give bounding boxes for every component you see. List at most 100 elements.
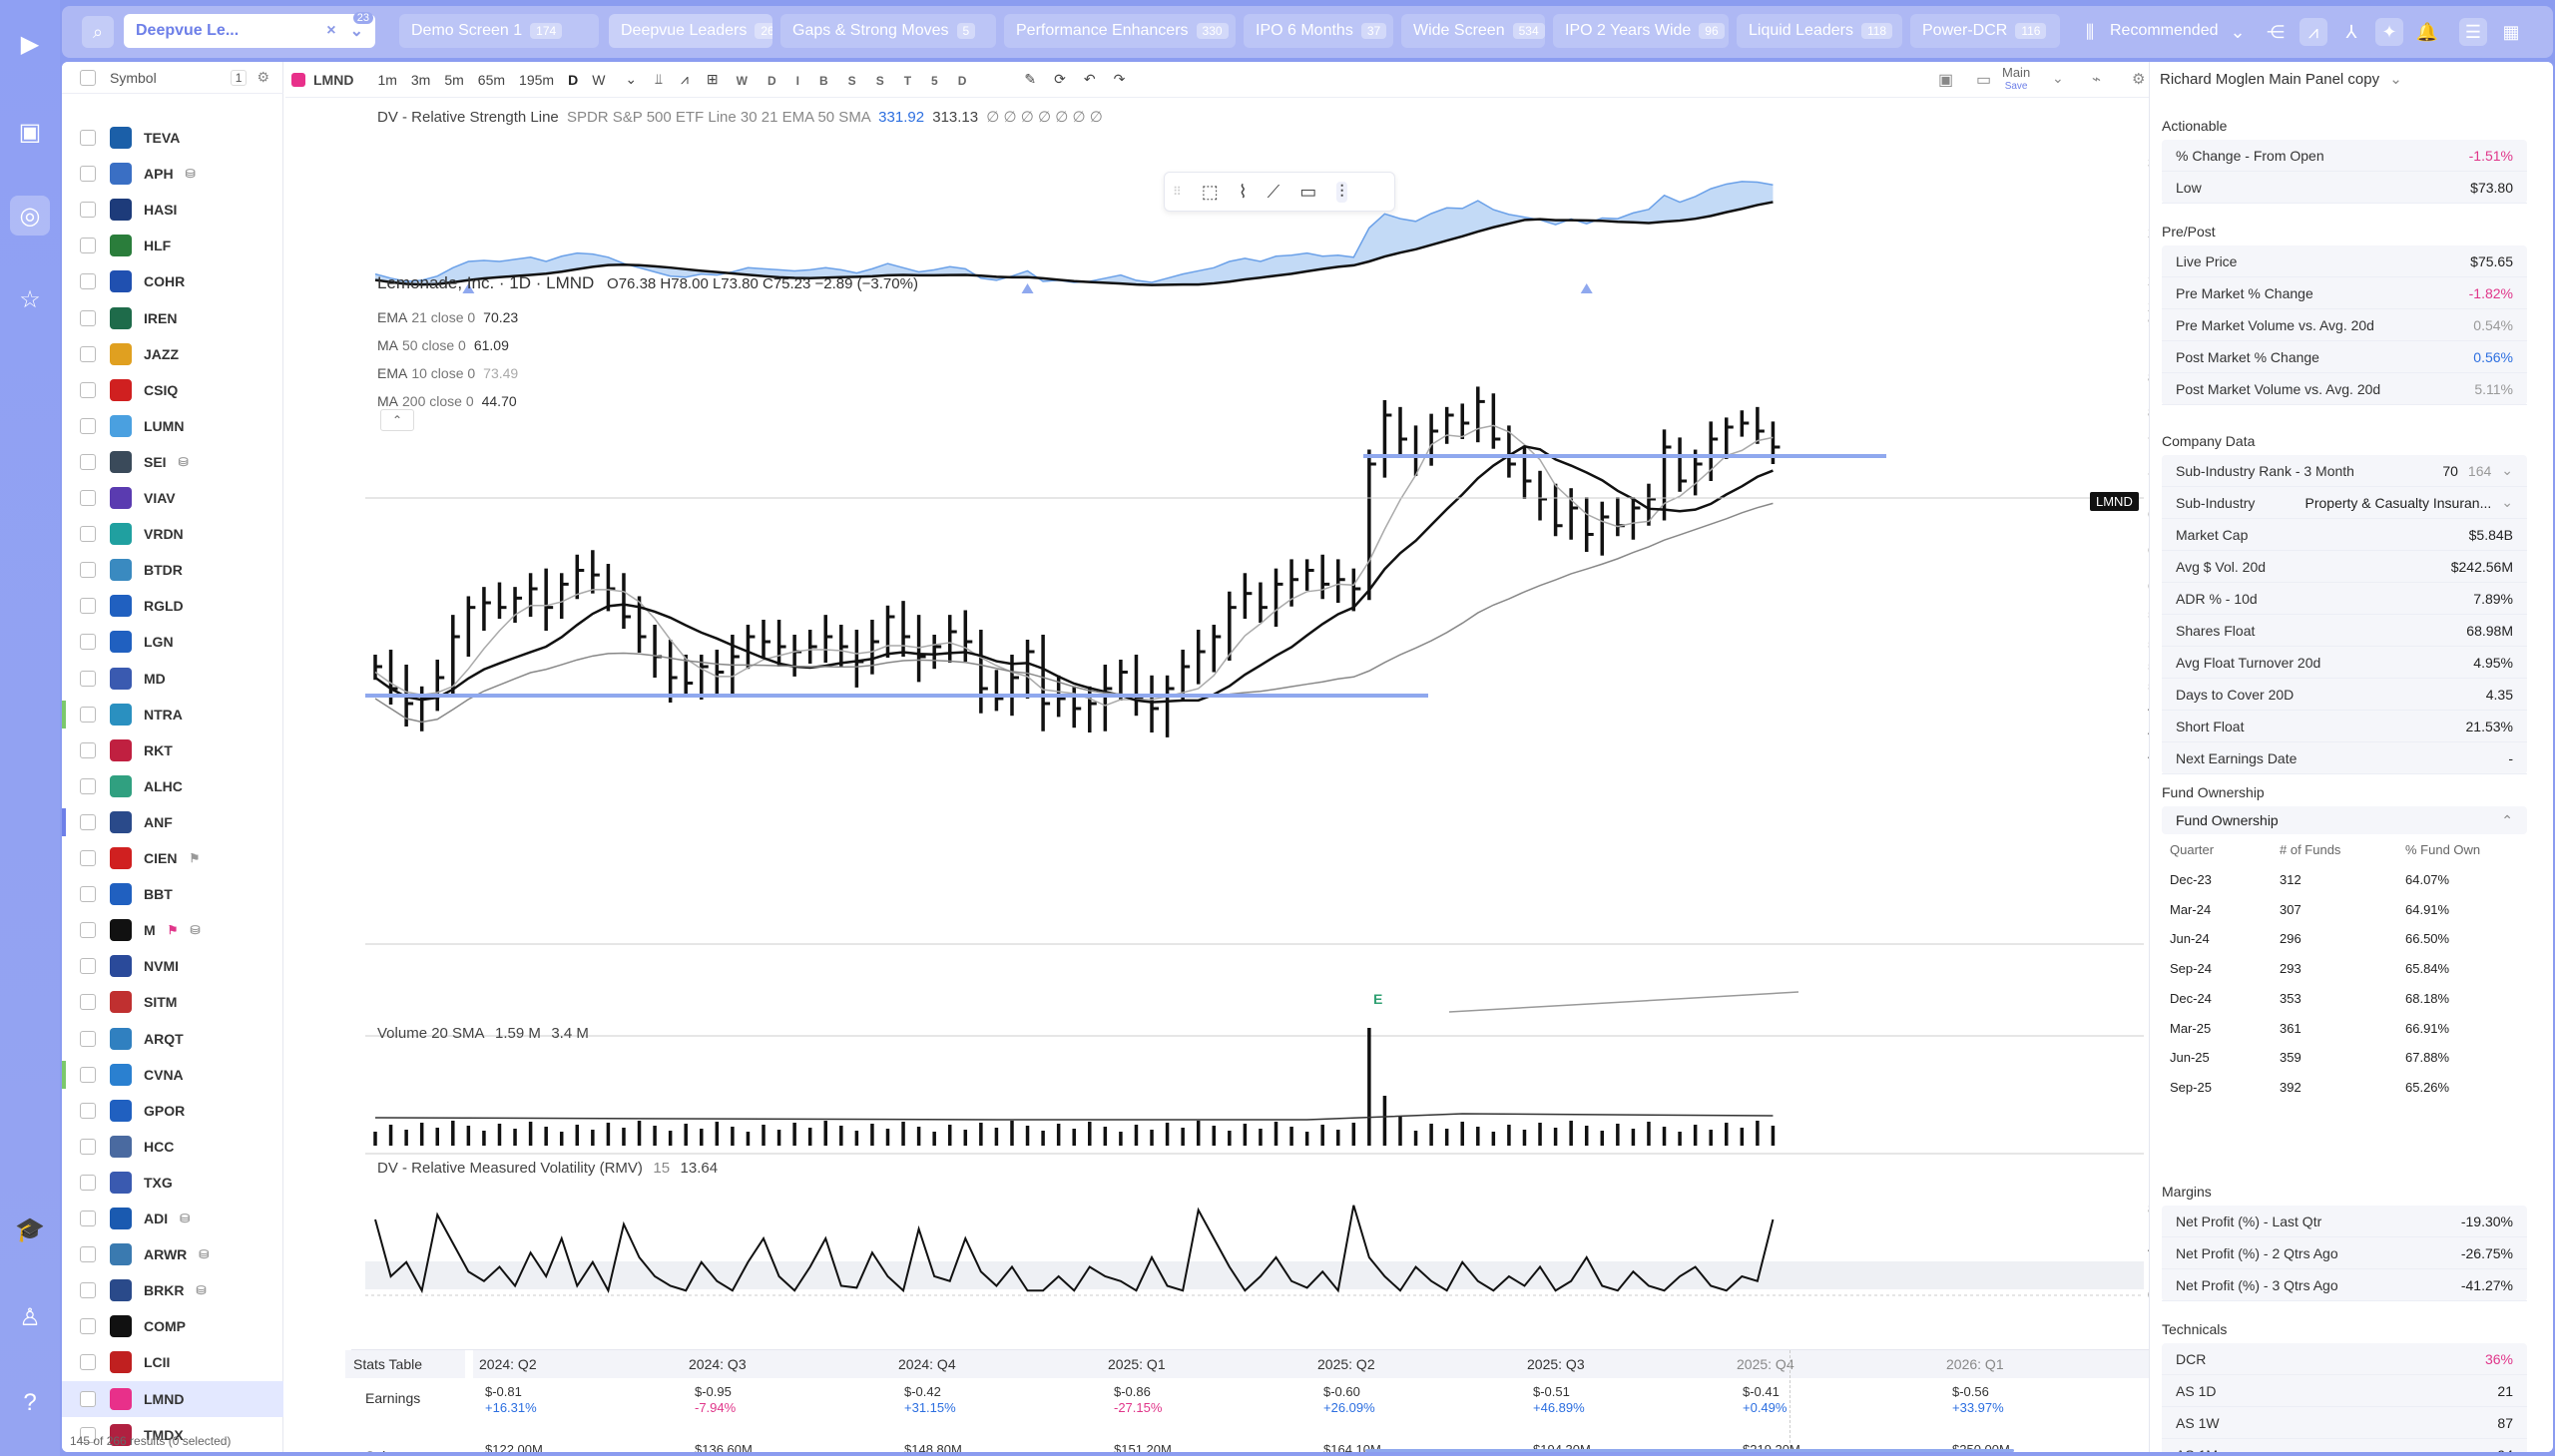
folder-icon[interactable]: ▭ [1976,72,1992,89]
watchlist-row[interactable]: TMDX [62,1417,283,1452]
row-checkbox[interactable] [80,1390,96,1407]
watchlist-row[interactable]: M ⚑ ⛁ [62,912,283,948]
panel-row[interactable]: Post Market % Change 0.56% [2162,341,2527,373]
row-checkbox[interactable] [80,490,96,506]
watchlist-row[interactable]: APH ⛁ [62,156,283,192]
panel-row[interactable]: Pre Market Volume vs. Avg. 20d 0.54% [2162,309,2527,341]
education-icon[interactable]: 🎓 [15,1215,45,1243]
row-checkbox[interactable] [80,741,96,758]
watchlist-row[interactable]: RGLD [62,588,283,624]
compare-icon[interactable]: ⅄ [2345,21,2357,42]
chevron-down-icon[interactable]: ⌄ [2501,494,2513,510]
watchlist-row[interactable]: CSIQ [62,372,283,408]
row-checkbox[interactable] [80,1138,96,1155]
watchlist-row[interactable]: IREN [62,300,283,336]
row-checkbox[interactable] [80,238,96,254]
timeframe-button[interactable]: 5m [444,71,464,88]
screen-tab[interactable]: Performance Enhancers 330 [1004,14,1236,48]
watchlist-row[interactable]: CVNA [62,1057,283,1093]
row-checkbox[interactable] [80,994,96,1011]
row-checkbox[interactable] [80,1354,96,1371]
indicator-icon[interactable]: ⫫ [655,71,664,87]
row-checkbox[interactable] [80,381,96,398]
panel-section-title[interactable]: Fund Ownership [2162,784,2265,800]
screen-tab[interactable]: Deepvue Leaders 266 [609,14,772,48]
chevron-down-icon[interactable]: ⌄ [2230,21,2246,42]
watchlist-row[interactable]: GPOR [62,1093,283,1129]
toolbar-letter-button[interactable]: D [957,73,967,88]
list-view-icon[interactable]: ☰ [2459,18,2487,46]
watchlist-row[interactable]: LGN [62,624,283,660]
user-icon[interactable]: ♙ [19,1303,41,1331]
row-checkbox[interactable] [80,1066,96,1083]
pencil-icon[interactable]: ✎ [1024,71,1037,87]
grid-view-icon[interactable]: ▦ [2502,21,2520,42]
row-checkbox[interactable] [80,562,96,579]
watchlist-row[interactable]: BTDR [62,552,283,588]
panel-section-title[interactable]: Margins [2162,1184,2212,1200]
drag-handle-icon[interactable]: ⠿ [1173,185,1182,199]
watchlist-row[interactable]: ARWR ⛁ [62,1236,283,1272]
watchlist-row[interactable]: VIAV [62,480,283,516]
watchlist-row[interactable]: HASI [62,192,283,228]
panel-row[interactable]: Next Earnings Date - [2162,742,2527,774]
study-legend-item[interactable]: EMA 21 close 0 70.23 [377,303,518,331]
watchlist-row[interactable]: RKT [62,732,283,768]
watchlist-row[interactable]: NTRA [62,697,283,732]
row-checkbox[interactable] [80,130,96,146]
comment-tool-icon[interactable]: ▭ [1299,181,1317,202]
watchlist-row[interactable]: TEVA [62,120,283,156]
chevron-up-icon[interactable]: ⌃ [2501,811,2513,828]
watchlist-row[interactable]: MD [62,661,283,697]
row-checkbox[interactable] [80,1426,96,1443]
collapse-studies-button[interactable]: ⌃ [380,409,414,431]
chevron-down-icon[interactable]: ⌄ [2501,462,2513,478]
help-icon[interactable]: ? [23,1389,37,1416]
watchlist-row[interactable]: BBT [62,876,283,912]
row-checkbox[interactable] [80,777,96,794]
panel-row[interactable]: Post Market Volume vs. Avg. 20d 5.11% [2162,373,2527,405]
alert-icon[interactable]: ⌁ [2092,71,2102,88]
chevron-down-icon[interactable]: ⌄ [625,71,638,87]
clear-icon[interactable]: × [326,22,336,39]
row-checkbox[interactable] [80,309,96,326]
row-checkbox[interactable] [80,958,96,975]
dashboard-icon[interactable]: ▣ [18,118,42,146]
panel-row[interactable]: Net Profit (%) - Last Qtr -19.30% [2162,1206,2527,1237]
toolbar-letter-button[interactable]: W [736,73,748,88]
screen-tab[interactable]: IPO 2 Years Wide 96 [1553,14,1729,48]
watchlist-row[interactable]: VRDN [62,516,283,552]
row-checkbox[interactable] [80,886,96,903]
chevron-down-icon[interactable]: ⌄ [2389,71,2402,88]
panel-row[interactable]: % Change - From Open -1.51% [2162,140,2527,172]
row-checkbox[interactable] [80,1030,96,1047]
screen-tab[interactable]: Wide Screen 534 [1401,14,1545,48]
row-checkbox[interactable] [80,634,96,651]
watchlist-row[interactable]: HLF [62,228,283,263]
toolbar-letter-button[interactable]: 5 [931,73,938,88]
measure-tool-icon[interactable]: ⫶ [1336,181,1347,203]
panel-row[interactable]: Short Float 21.53% [2162,711,2527,742]
templates-icon[interactable]: ⊞ [706,71,719,87]
panel-row[interactable]: Avg $ Vol. 20d $242.56M [2162,551,2527,583]
logo-play-icon[interactable]: ▶ [20,30,40,58]
watchlist-row[interactable]: SITM [62,984,283,1020]
star-icon[interactable]: ☆ [19,285,41,313]
timeframe-button[interactable]: D [568,71,579,88]
timeframe-button[interactable]: 195m [519,71,555,88]
row-checkbox[interactable] [80,850,96,866]
timeframe-button[interactable]: 3m [410,71,431,88]
panel-section-title[interactable]: Pre/Post [2162,224,2216,240]
watchlist-row[interactable]: SEI ⛁ [62,444,283,480]
row-checkbox[interactable] [80,598,96,615]
panel-row[interactable]: Net Profit (%) - 2 Qtrs Ago -26.75% [2162,1237,2527,1269]
row-checkbox[interactable] [80,453,96,470]
toolbar-letter-button[interactable]: S [875,73,884,88]
row-checkbox[interactable] [80,202,96,219]
row-checkbox[interactable] [80,1174,96,1191]
panel-row[interactable]: Sub-Industry Property & Casualty Insuran.… [2162,487,2527,519]
row-checkbox[interactable] [80,273,96,290]
settings-icon[interactable]: ⚙ [2132,71,2146,88]
watchlist-row[interactable]: BRKR ⛁ [62,1272,283,1308]
watchlist-row[interactable]: ALHC [62,768,283,804]
